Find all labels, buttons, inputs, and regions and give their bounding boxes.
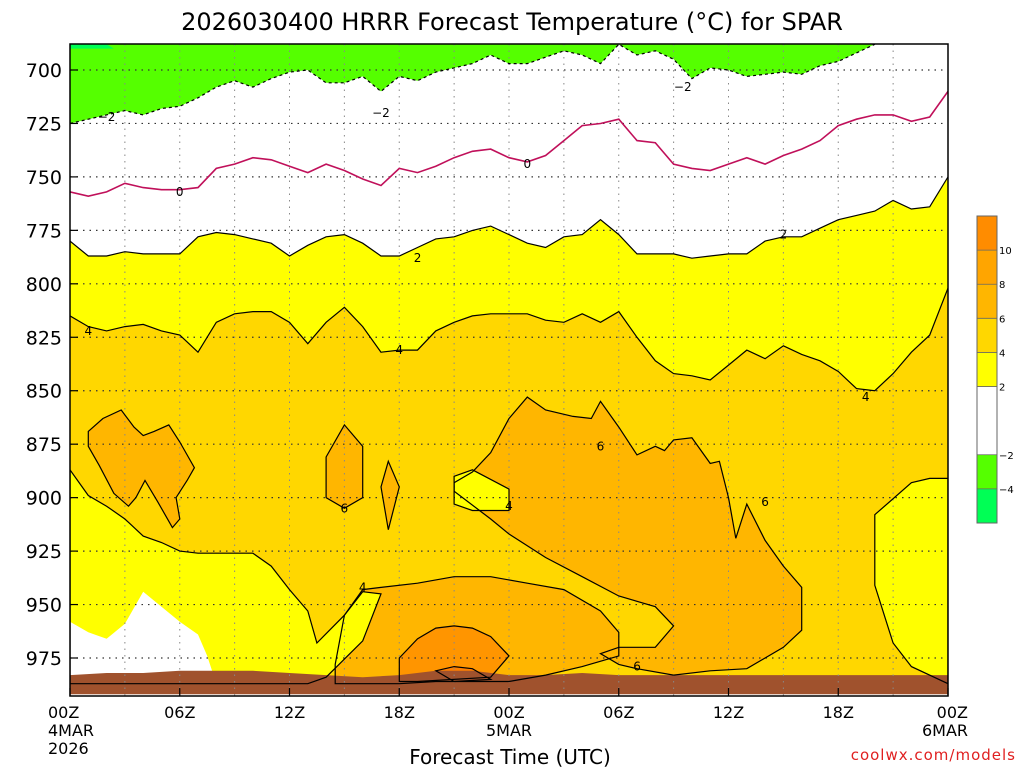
y-tick-label: 900	[26, 488, 62, 510]
colorbar-tick-label: 6	[999, 314, 1005, 325]
colorbar-tick-label: 10	[999, 246, 1012, 257]
x-tick-date: 6MAR	[922, 721, 968, 740]
x-axis-label: Forecast Time (UTC)	[409, 745, 611, 768]
contour-yellow-b	[453, 469, 510, 512]
region-eight	[399, 625, 509, 682]
contour-zero	[70, 90, 948, 198]
y-tick-label: 875	[26, 434, 62, 456]
contour-label: 4	[505, 499, 513, 513]
colorbar-band	[977, 318, 997, 353]
region-below-minus4	[70, 44, 114, 49]
contour-label: 4	[395, 343, 403, 357]
contour-six-b	[325, 423, 364, 509]
x-tick-label: 06Z	[164, 703, 195, 722]
x-tick-label: 00Z	[937, 703, 968, 722]
contour-label: 0	[523, 157, 531, 171]
x-tick-label: 00Z	[493, 703, 524, 722]
contour-label: 0	[176, 185, 184, 199]
contour-six-c	[380, 459, 400, 530]
y-tick-label: 975	[26, 648, 62, 670]
contour-label: 6	[761, 495, 769, 509]
y-tick-label: 775	[26, 220, 62, 242]
colorbar-tick-label: −4	[999, 485, 1014, 496]
credit-text: coolwx.com/models	[851, 746, 1016, 764]
contour-six-a	[87, 409, 196, 529]
x-tick-label: 18Z	[823, 703, 854, 722]
chart-title: 2026030400 HRRR Forecast Temperature (°C…	[181, 8, 843, 36]
contour-label: 6	[597, 439, 605, 453]
contour-label: 4	[359, 580, 367, 594]
colorbar-tick-label: −2	[999, 451, 1014, 462]
x-tick-year: 2026	[48, 739, 89, 758]
grid-lines	[70, 44, 948, 696]
colorbar-band	[977, 250, 997, 285]
contour-yellow-left	[70, 468, 382, 685]
contour-label: 2	[414, 251, 422, 265]
y-tick-label: 800	[26, 274, 62, 296]
y-tick-label: 725	[26, 113, 62, 135]
y-tick-label: 950	[26, 595, 62, 617]
x-tick-label: 06Z	[603, 703, 634, 722]
contour-label: 4	[84, 324, 92, 338]
x-tick-label: 12Z	[274, 703, 305, 722]
region-six-d	[454, 397, 802, 676]
contour-two	[70, 176, 948, 259]
region-white-low	[70, 591, 217, 684]
contour-label: 6	[341, 501, 349, 515]
colorbar-band	[977, 352, 997, 387]
contour-minus2	[70, 44, 876, 125]
colorbar-tick-label: 8	[999, 280, 1005, 291]
y-tick-label: 700	[26, 60, 62, 82]
colorbar-band	[977, 284, 997, 319]
contour-six-e	[334, 576, 620, 685]
contour-six-d	[453, 396, 803, 676]
contour-label: −2	[372, 106, 390, 120]
contour-label: −2	[98, 110, 116, 124]
colorbar-tick-label: 2	[999, 383, 1005, 394]
contour-label: 4	[862, 390, 870, 404]
y-tick-label: 850	[26, 381, 62, 403]
contour-lines	[70, 44, 948, 685]
y-axis: 700 725 750 775 800 825 850 875 900 925 950 975	[26, 60, 78, 670]
colorbar-legend: 10 8 6 4 2 −2 −4	[976, 215, 1014, 524]
contour-label: −2	[674, 80, 692, 94]
x-tick-date: 5MAR	[486, 721, 532, 740]
contour-ten	[434, 665, 493, 683]
contour-eight	[398, 625, 510, 683]
contour-four	[70, 287, 948, 392]
x-tick-label: 12Z	[713, 703, 744, 722]
region-yellow-b	[454, 469, 509, 511]
colorbar-band	[977, 386, 997, 455]
colorbar-frame	[976, 215, 998, 524]
contour-labels: −2 −2 −2 0 0 2 2 4 4 4 4 4 6 6 6 6	[84, 80, 869, 673]
y-tick-label: 825	[26, 327, 62, 349]
x-tick-label: 00Z	[48, 703, 79, 722]
contour-yellow-c	[874, 477, 948, 685]
x-tick-date: 4MAR	[48, 721, 94, 740]
colorbar-band	[977, 454, 997, 489]
y-tick-label: 925	[26, 541, 62, 563]
colorbar-tick-label: 4	[999, 348, 1005, 359]
colorbar-band	[977, 488, 997, 523]
x-tick-label: 18Z	[384, 703, 415, 722]
contour-label: 2	[780, 228, 788, 242]
region-yellow-c	[874, 478, 948, 684]
colorbar-band	[977, 216, 997, 251]
contour-label: 6	[633, 660, 641, 674]
y-tick-label: 750	[26, 167, 62, 189]
